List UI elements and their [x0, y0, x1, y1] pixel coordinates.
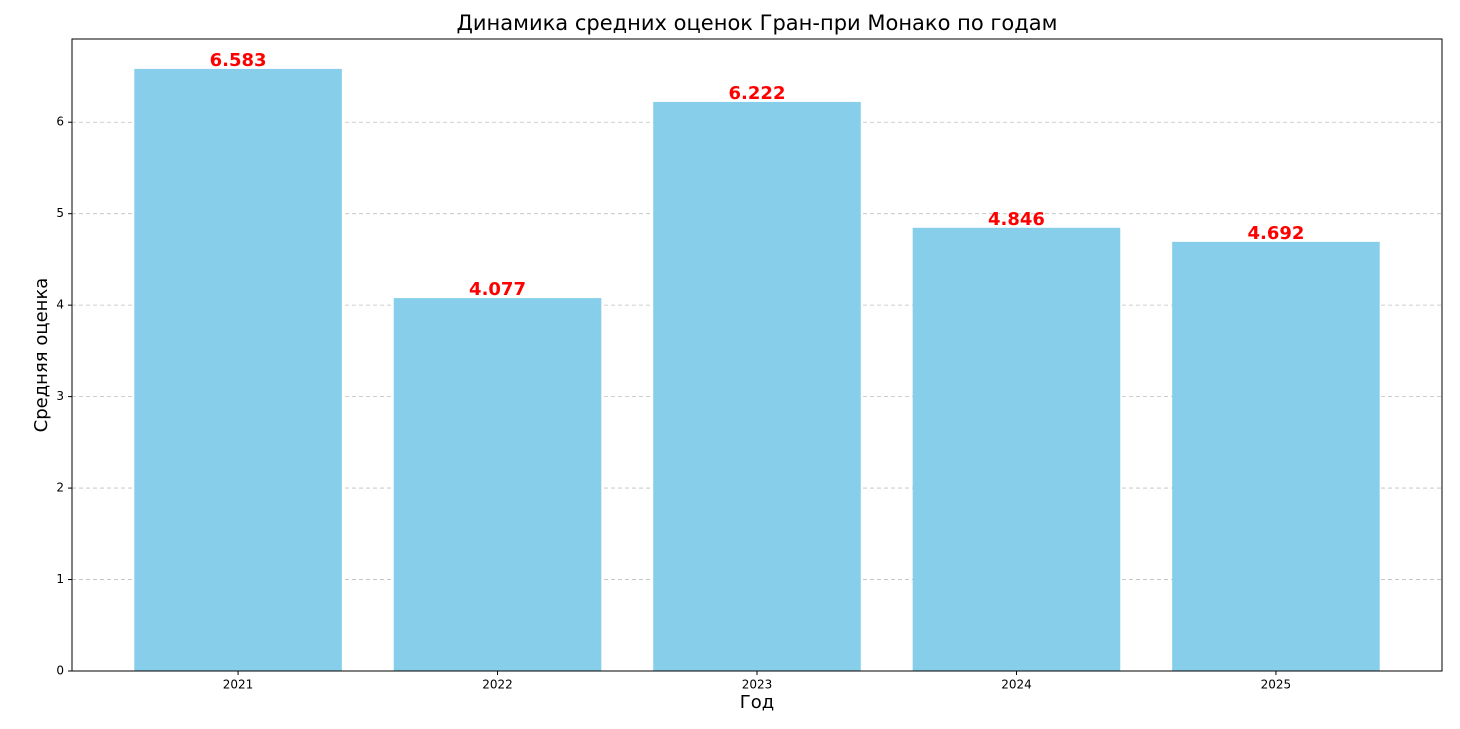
- bar: [393, 298, 602, 671]
- y-tick-label: 1: [56, 572, 64, 586]
- bar: [653, 101, 861, 672]
- y-tick-label: 0: [56, 664, 64, 678]
- chart-title: Динамика средних оценок Гран-при Монако …: [456, 11, 1057, 35]
- y-tick-label: 3: [56, 389, 64, 403]
- x-tick-label: 2023: [742, 678, 773, 692]
- x-axis-label: Год: [740, 692, 774, 713]
- y-axis-label: Средняя оценка: [31, 278, 52, 433]
- y-tick-label: 4: [56, 298, 64, 312]
- value-label: 6.222: [729, 83, 786, 104]
- x-tick-label: 2025: [1261, 678, 1292, 692]
- bar: [912, 227, 1121, 671]
- x-tick-label: 2022: [482, 678, 513, 692]
- x-tick-label: 2024: [1001, 678, 1032, 692]
- bar: [1172, 241, 1380, 671]
- bar: [134, 68, 342, 671]
- value-label: 4.077: [469, 279, 526, 300]
- plot-frame: [71, 38, 1443, 672]
- y-tick-label: 5: [56, 206, 64, 220]
- x-tick-label: 2021: [223, 678, 254, 692]
- y-tick-label: 2: [56, 481, 64, 495]
- value-label: 4.846: [988, 209, 1045, 230]
- value-label: 4.692: [1247, 223, 1304, 244]
- y-tick-label: 6: [56, 115, 64, 129]
- value-label: 6.583: [210, 50, 267, 71]
